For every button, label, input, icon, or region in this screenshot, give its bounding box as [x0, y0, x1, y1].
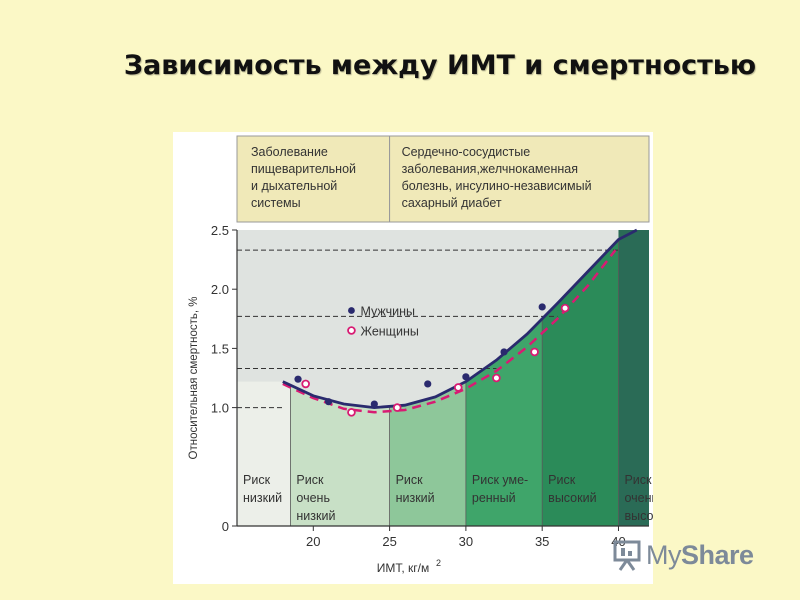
risk-zone-label: Риск	[624, 473, 652, 487]
bmi-mortality-chart: Заболевание пищеварительной и дыхательной с…	[188, 135, 653, 575]
risk-zone-label: низкий	[243, 491, 282, 505]
legend-marker-women	[347, 326, 356, 335]
risk-zone-fill	[290, 385, 390, 526]
y-tick-label: 1.5	[211, 341, 229, 356]
watermark-text: MyShare	[646, 540, 754, 571]
women-data-point	[392, 403, 402, 412]
watermark-text-bold: Share	[681, 539, 754, 570]
risk-zone-fill	[618, 230, 649, 526]
risk-zone-label: высокий	[548, 491, 596, 505]
header-right-line: болезнь, инсулино-независимый	[402, 179, 592, 193]
risk-zone-fill	[542, 239, 619, 526]
risk-zone-label: Риск	[396, 473, 424, 487]
legend-label-men: Мужчины	[360, 305, 415, 319]
men-data-point	[462, 373, 470, 381]
men-data-point	[324, 398, 333, 406]
risk-zone-label: Риск уме-	[472, 473, 528, 487]
risk-zone-label: Риск	[548, 473, 576, 487]
header-left-line: системы	[251, 196, 301, 210]
risk-zone-label: очень	[624, 491, 653, 505]
risk-zone-label: Риск	[296, 473, 324, 487]
women-data-point	[347, 408, 356, 417]
x-axis-label-superscript: 2	[436, 558, 441, 568]
header-left-line: пищеварительной	[251, 162, 356, 176]
x-tick-label: 20	[306, 534, 320, 549]
header-box-left	[236, 135, 391, 223]
x-tick-label: 35	[535, 534, 549, 549]
bmi-mortality-figure: Заболевание пищеварительной и дыхательной с…	[173, 132, 653, 584]
legend-label-women: Женщины	[360, 325, 418, 339]
header-right-line: заболевания,желчнокаменная	[402, 162, 578, 176]
women-trend-line	[282, 249, 617, 414]
slide-title: Зависимость между ИМТ и смертностью	[123, 50, 757, 81]
risk-zone-label: Риск	[243, 473, 271, 487]
header-right-line: сахарный диабет	[402, 196, 502, 210]
watermark-text-light: My	[646, 539, 682, 570]
y-axis-label: Относительная смертность, %	[188, 297, 200, 460]
y-tick-label: 2.5	[211, 223, 229, 238]
risk-zone-fill	[389, 381, 466, 526]
women-data-point	[453, 383, 463, 392]
header-right-line: Сердечно-сосудистые	[402, 145, 531, 159]
header-left-line: и дыхательной	[251, 179, 337, 193]
y-tick-label: 0	[222, 519, 229, 534]
risk-zone-label: ренный	[472, 491, 516, 505]
y-tick-label: 1.0	[211, 401, 229, 416]
men-data-point	[294, 375, 302, 383]
women-data-point	[530, 347, 539, 357]
women-data-point	[492, 373, 501, 383]
women-data-point	[560, 303, 570, 313]
risk-zone-fill	[237, 381, 291, 526]
header-box-right	[389, 135, 650, 223]
presentation-board-icon	[613, 540, 641, 571]
men-data-point	[500, 348, 508, 356]
risk-zone-fill	[465, 318, 543, 526]
x-tick-label: 25	[382, 534, 396, 549]
men-data-point	[424, 380, 432, 388]
x-tick-label: 30	[459, 534, 473, 549]
risk-zone-label: высокий	[624, 509, 653, 523]
risk-zone-label: низкий	[396, 491, 435, 505]
myshared-watermark: MyShare	[612, 538, 754, 572]
men-data-point	[370, 400, 378, 408]
women-data-point	[301, 379, 310, 389]
risk-zone-label: очень	[296, 491, 330, 505]
risk-zone-label: низкий	[296, 509, 335, 523]
x-axis-label: ИМТ, кг/м	[377, 561, 430, 575]
header-left-line: Заболевание	[251, 145, 328, 159]
y-tick-label: 2.0	[211, 282, 229, 297]
men-trend-line	[282, 228, 638, 410]
men-data-point	[538, 303, 546, 311]
legend-marker-men	[348, 307, 355, 314]
